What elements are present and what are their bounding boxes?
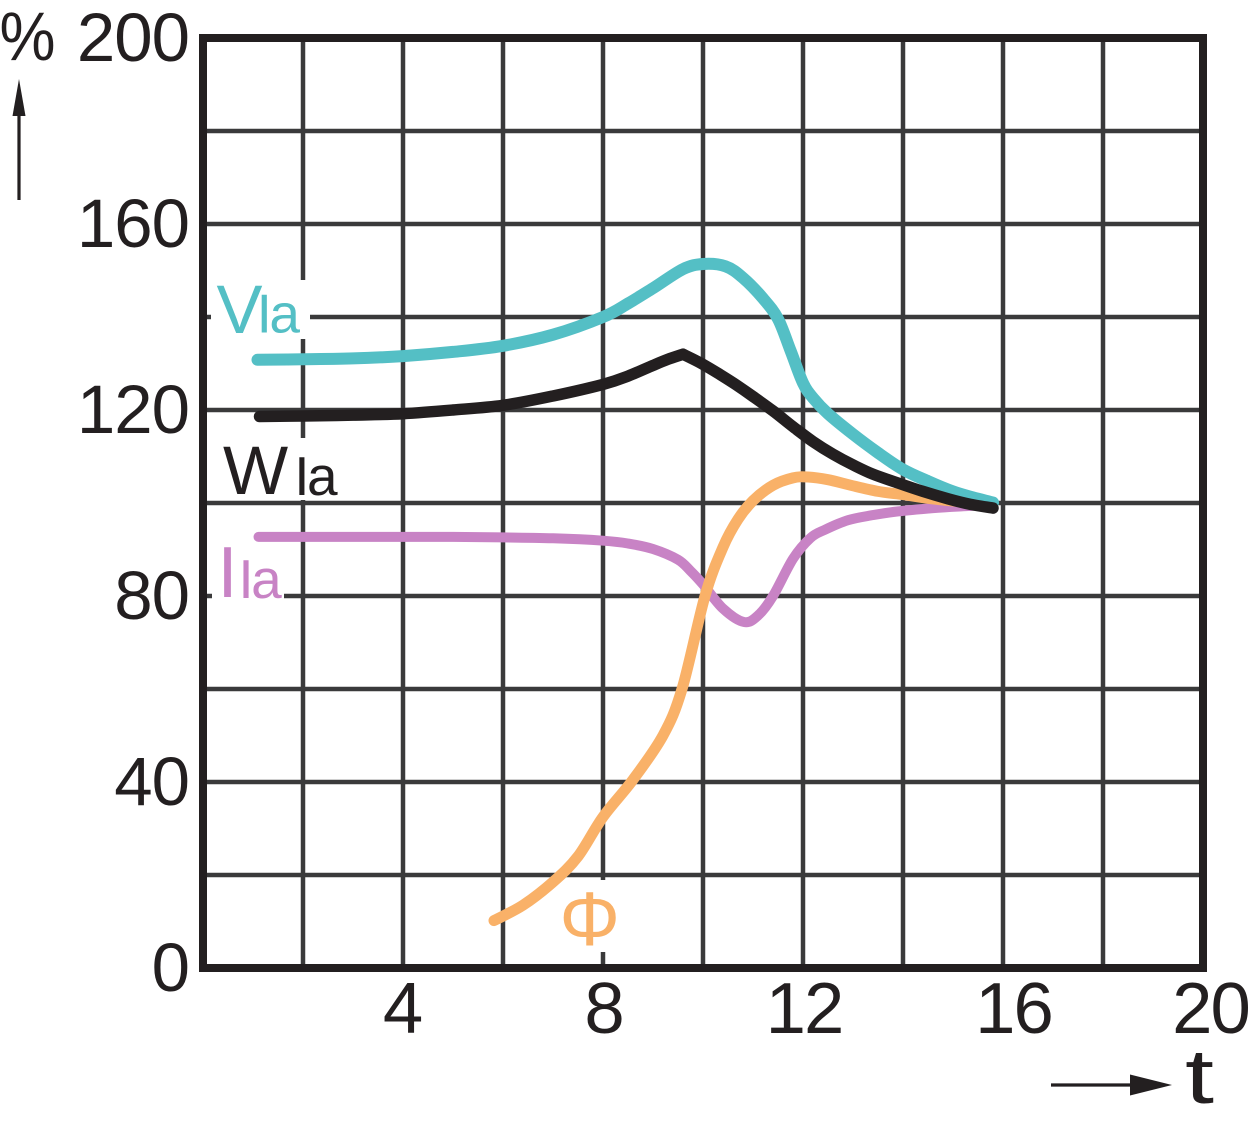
svg-text:4: 4 [383,968,422,1049]
svg-text:W: W [223,432,288,509]
svg-text:12: 12 [766,968,843,1049]
svg-text:%: % [0,0,56,75]
svg-text:Ia: Ia [294,445,338,507]
svg-text:40: 40 [114,743,189,820]
svg-text:16: 16 [975,968,1052,1049]
svg-text:0: 0 [152,929,189,1006]
svg-text:200: 200 [77,0,189,76]
svg-text:8: 8 [584,968,622,1049]
svg-text:t: t [1185,1034,1214,1120]
svg-text:160: 160 [77,185,189,262]
svg-text:80: 80 [114,557,189,634]
svg-text:Ia: Ia [238,548,282,610]
svg-text:I: I [218,533,238,613]
svg-text:Ia: Ia [257,283,301,345]
svg-text:V: V [217,271,263,348]
svg-text:20: 20 [1172,968,1249,1049]
svg-text:Φ: Φ [559,877,620,962]
svg-text:120: 120 [77,371,189,448]
